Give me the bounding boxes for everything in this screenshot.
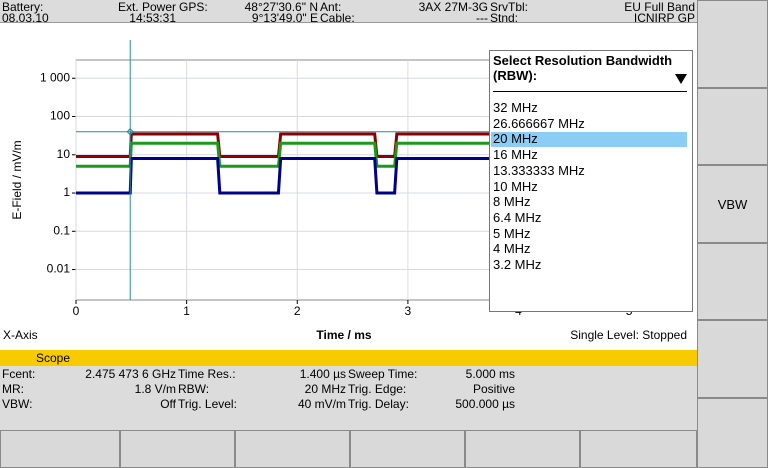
trace — [76, 156, 519, 195]
softkey[interactable] — [120, 430, 235, 468]
info-label: Trig. Level: — [178, 397, 237, 411]
info-label: Time Res.: — [178, 367, 236, 381]
y-tick-label: 0.1 — [53, 223, 70, 237]
label: GPS: — [179, 0, 208, 14]
label: Stnd: — [490, 11, 519, 25]
info-value: Off — [160, 397, 176, 411]
value: 3AX 27M-3G — [418, 0, 488, 14]
info-value: 5.000 ms — [465, 367, 515, 381]
y-tick-label: 1 — [63, 185, 70, 199]
value: ICNIRP GP — [633, 11, 695, 25]
trace — [76, 141, 519, 168]
softkey[interactable] — [697, 0, 768, 88]
info-value: 20 MHz — [304, 382, 346, 396]
x-axis-caption: X-Axis — [3, 328, 38, 342]
label: Cable: — [320, 11, 355, 25]
y-tick-label: 100 — [50, 109, 70, 123]
info-label: Trig. Edge: — [348, 382, 407, 396]
info-label: Fcent: — [2, 367, 36, 381]
x-tick-label: 2 — [294, 304, 301, 318]
info-label: Trig. Delay: — [348, 397, 409, 411]
softkey[interactable] — [697, 88, 768, 165]
mode-bar: Scope — [0, 350, 697, 366]
dropdown-option[interactable]: 13.333333 MHz — [493, 162, 585, 178]
value: 14:53:31 — [129, 11, 176, 25]
dropdown-option[interactable]: 8 MHz — [493, 194, 531, 210]
y-tick-label: 1 000 — [40, 70, 70, 84]
dropdown-title: Select Resolution Bandwidth (RBW): — [493, 53, 673, 83]
dropdown-option[interactable]: 32 MHz — [493, 100, 538, 115]
softkey[interactable] — [697, 320, 768, 398]
softkey[interactable] — [465, 430, 580, 468]
value: 9°13'49.0" E — [251, 11, 318, 25]
label: SrvTbl: — [490, 0, 529, 14]
dropdown-option[interactable]: 3.2 MHz — [493, 257, 542, 272]
label: Ant: — [320, 0, 342, 14]
info-label: RBW: — [178, 382, 210, 396]
info-value: Positive — [472, 382, 515, 396]
value: --- — [476, 11, 488, 25]
status: Single Level: Stopped — [570, 328, 687, 342]
x-tick-label: 0 — [73, 304, 80, 318]
info-value: 1.400 µs — [299, 367, 346, 381]
dropdown-option[interactable]: 6.4 MHz — [493, 209, 542, 225]
dropdown-option[interactable]: 10 MHz — [493, 178, 538, 194]
softkey[interactable] — [580, 430, 697, 468]
x-axis-label: Time / ms — [316, 328, 371, 342]
softkey[interactable]: VBW — [697, 165, 768, 243]
softkey[interactable] — [350, 430, 465, 468]
dropdown[interactable]: Select Resolution Bandwidth (RBW): 32 MH… — [489, 50, 693, 312]
info-value: 2.475 473 6 GHz — [85, 367, 176, 381]
cursor-marker — [126, 128, 134, 136]
x-tick-label: 3 — [405, 304, 412, 318]
info-label: MR: — [2, 382, 24, 396]
value: EU Full Band — [624, 0, 695, 14]
x-tick-label: 1 — [183, 304, 190, 318]
y-tick-label: 10 — [57, 147, 71, 161]
info-value: 1.8 V/m — [134, 382, 176, 396]
info-label: Sweep Time: — [348, 367, 418, 381]
value: 48°27'30.6" N — [244, 0, 318, 14]
y-axis-label: E-Field / mV/m — [10, 140, 24, 219]
dropdown-option[interactable]: 4 MHz — [493, 241, 531, 257]
separator — [493, 91, 687, 92]
value: 08.03.10 — [2, 11, 49, 25]
info-panel: Fcent: 2.475 473 6 GHz Time Res.: 1.400 µs S… — [0, 366, 697, 430]
status-bar — [0, 0, 697, 23]
softkey[interactable] — [697, 398, 768, 468]
dropdown-option[interactable]: 16 MHz — [493, 147, 538, 163]
dropdown-arrow — [675, 74, 687, 84]
info-value: 500.000 µs — [455, 397, 515, 411]
y-tick-label: 0.01 — [47, 262, 71, 276]
info-value: 40 mV/m — [297, 397, 346, 411]
label: Ext. Power — [117, 0, 176, 14]
dropdown-option[interactable]: 20 MHz — [491, 132, 687, 148]
softkey[interactable] — [0, 430, 120, 468]
softkey[interactable] — [235, 430, 350, 468]
info-label: VBW: — [2, 397, 33, 411]
dropdown-option[interactable]: 5 MHz — [493, 225, 531, 241]
softkey[interactable] — [697, 243, 768, 320]
dropdown-option[interactable]: 26.666667 MHz — [493, 115, 585, 131]
label: Battery: — [2, 0, 44, 14]
